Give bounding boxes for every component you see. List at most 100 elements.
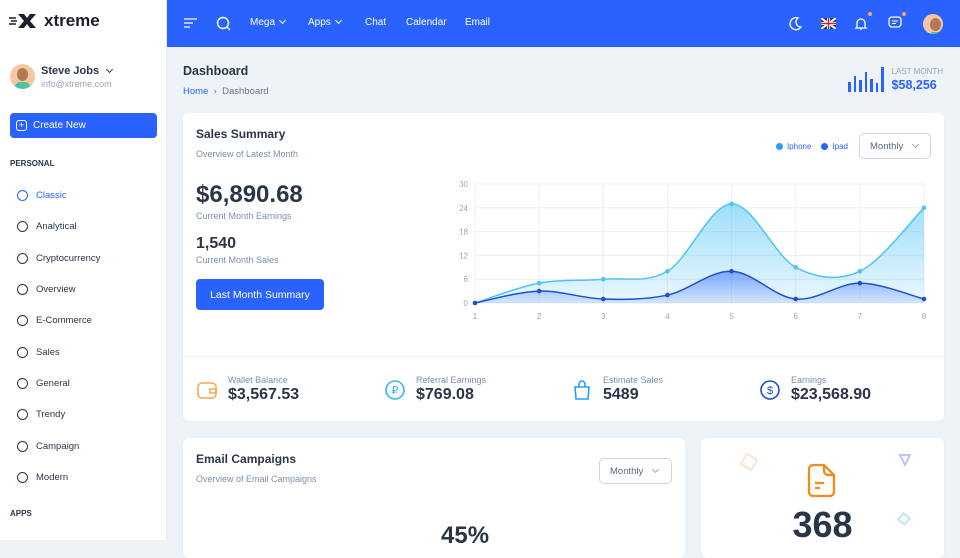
sidebar-item-cryptocurrency[interactable]: Cryptocurrency — [17, 243, 100, 274]
nav-email[interactable]: Email — [465, 17, 491, 28]
stat-referral-earnings: ₽ Referral Earnings $769.08 — [384, 375, 486, 404]
sidebar-item-analytical[interactable]: Analytical — [17, 211, 100, 242]
area-iphone — [475, 203, 924, 303]
plus-square-icon: + — [16, 120, 27, 131]
sidebar-item-campaign[interactable]: Campaign — [17, 430, 100, 461]
email-percent: 45% — [441, 522, 490, 549]
avatar[interactable] — [923, 14, 943, 34]
bell-icon[interactable] — [854, 16, 868, 31]
stat-value: $769.08 — [416, 386, 474, 403]
sidebar-item-label: General — [36, 377, 70, 389]
point-ipad — [472, 300, 478, 306]
x-tick-label: 3 — [601, 312, 606, 321]
nav-chat[interactable]: Chat — [365, 17, 387, 28]
period-select[interactable]: Monthly — [859, 133, 931, 159]
atom-icon — [17, 190, 28, 202]
stat-earnings: $ Earnings $23,568.90 — [759, 375, 871, 404]
last-month-summary: LAST MONTH $58,256 — [848, 67, 943, 92]
page-title: Dashboard — [183, 64, 249, 78]
sidebar-item-modern[interactable]: Modern — [17, 462, 100, 493]
point-ipad — [857, 280, 863, 286]
y-tick-label: 18 — [459, 228, 468, 237]
line-ipad — [474, 270, 925, 304]
sidebar-item-overview[interactable]: Overview — [17, 274, 100, 305]
notification-dot — [868, 12, 872, 16]
sidebar-nav: Classic Analytical Cryptocurrency Overview E… — [17, 180, 100, 493]
dollar-coin-icon: $ — [760, 379, 780, 400]
menu-icon[interactable] — [184, 18, 197, 28]
sidebar-item-sales[interactable]: Sales — [17, 336, 100, 367]
search-icon[interactable] — [216, 16, 231, 31]
point-ipad — [665, 292, 670, 298]
earnings-label: Current Month Earnings — [196, 211, 292, 221]
nav-calendar[interactable]: Calendar — [406, 17, 447, 28]
stat-label: Referral Earnings — [416, 375, 487, 385]
point-iphone — [600, 276, 606, 282]
point-iphone — [536, 280, 542, 286]
current-month-sales: 1,540 — [196, 235, 237, 252]
chevron-down-icon — [278, 16, 287, 25]
basketball-icon — [17, 471, 28, 483]
stat-wallet-balance: Wallet Balance $3,567.53 — [196, 375, 299, 404]
stat-label: Wallet Balance — [228, 375, 288, 385]
sidebar: xtreme Steve Jobs info@xtreme.com + Creat… — [0, 0, 167, 540]
moon-icon[interactable] — [788, 16, 803, 31]
nav-apps[interactable]: Apps — [308, 16, 342, 28]
triangle-decoration-icon — [898, 454, 912, 467]
sidebar-item-label: Modern — [36, 471, 69, 483]
sidebar-item-label: Overview — [36, 284, 76, 296]
cube-icon — [17, 221, 28, 233]
documents-count: 368 — [792, 504, 853, 545]
card-subtitle: Overview of Latest Month — [196, 149, 299, 159]
y-tick-label: 30 — [459, 180, 468, 189]
brand-name: xtreme — [44, 11, 100, 30]
globe-icon — [17, 284, 28, 296]
point-ipad — [536, 288, 542, 294]
point-iphone — [857, 268, 863, 274]
topbar: Mega Apps Chat Calendar Email — [167, 0, 960, 47]
message-icon[interactable] — [888, 16, 902, 31]
legend-ipad: Ipad — [821, 142, 848, 151]
sidebar-item-label: Cryptocurrency — [36, 252, 101, 264]
breadcrumb-current: Dashboard — [222, 86, 269, 97]
chevron-down-icon — [106, 65, 114, 73]
diamond-decoration-icon — [739, 452, 759, 472]
sidebar-item-classic[interactable]: Classic — [17, 180, 100, 211]
sidebar-item-trendy[interactable]: Trendy — [17, 399, 100, 430]
document-icon — [807, 463, 836, 498]
avatar — [10, 64, 35, 89]
section-personal: PERSONAL — [10, 159, 55, 168]
sales-icon — [17, 346, 28, 358]
sales-label: Current Month Sales — [196, 255, 279, 265]
point-iphone — [921, 205, 927, 211]
create-new-label: Create New — [33, 120, 86, 131]
period-select[interactable]: Monthly — [599, 458, 672, 484]
email-campaigns-card: Email Campaigns Overview of Email Campai… — [183, 438, 685, 558]
card-title: Email Campaigns — [196, 452, 297, 466]
breadcrumb-home[interactable]: Home — [183, 86, 209, 97]
current-month-earnings: $6,890.68 — [196, 181, 303, 208]
last-month-summary-button[interactable]: Last Month Summary — [196, 279, 324, 310]
legend-iphone: Iphone — [775, 142, 811, 151]
breadcrumb: Home › Dashboard — [183, 86, 269, 97]
sidebar-item-e-commerce[interactable]: E-Commerce — [17, 305, 100, 336]
currency-dollar-icon — [17, 252, 28, 264]
logo-icon — [9, 14, 36, 28]
logo[interactable]: xtreme — [8, 11, 100, 31]
stat-label: Estimate Sales — [603, 375, 664, 385]
svg-text:₽: ₽ — [392, 385, 399, 397]
stat-value: $23,568.90 — [791, 386, 872, 403]
create-new-button[interactable]: + Create New — [10, 113, 157, 138]
stat-estimate-sales: Estimate Sales 5489 — [571, 375, 663, 404]
nav-mega[interactable]: Mega — [250, 16, 287, 28]
chart-legend: Iphone Ipad — [775, 142, 848, 151]
uk-flag-icon[interactable] — [821, 18, 836, 29]
user-profile[interactable]: Steve Jobs info@xtreme.com — [10, 64, 114, 89]
last-month-value: $58,256 — [891, 78, 937, 92]
svg-text:$: $ — [767, 385, 773, 397]
y-tick-label: 6 — [464, 275, 469, 284]
point-ipad — [600, 296, 606, 302]
sidebar-item-general[interactable]: General — [17, 368, 100, 399]
card-subtitle: Overview of Email Campaigns — [196, 474, 317, 484]
